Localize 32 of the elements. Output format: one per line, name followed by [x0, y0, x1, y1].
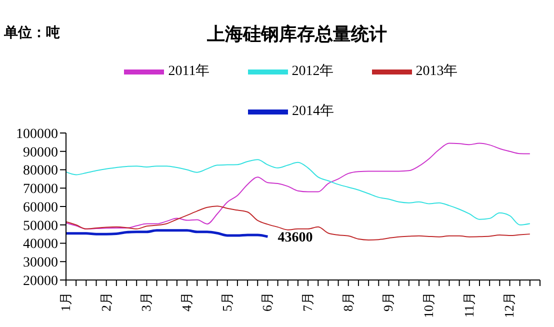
- y-tick-label: 30000: [23, 256, 58, 271]
- y-tick-label: 40000: [23, 237, 58, 252]
- x-tick-label: 6月: [260, 292, 275, 312]
- x-tick-label: 7月: [300, 292, 316, 312]
- y-tick-label: 70000: [23, 182, 58, 198]
- legend-label: 2014年: [292, 104, 334, 120]
- legend-label: 2013年: [416, 64, 458, 80]
- line-series: [66, 206, 530, 240]
- line-series: [66, 142, 530, 230]
- x-tick-label: 1月: [58, 292, 73, 312]
- x-tick-label: 2月: [98, 292, 114, 312]
- y-tick-label: 100000: [16, 126, 58, 142]
- x-tick-label: 10月: [421, 292, 436, 318]
- text: 单位：吨: [4, 24, 60, 42]
- legend-label: 2011年: [168, 64, 210, 80]
- line-series: [66, 159, 530, 226]
- y-tick-label: 90000: [23, 145, 58, 160]
- x-tick-label: 12月: [502, 292, 517, 318]
- x-tick-label: 3月: [138, 292, 154, 312]
- y-tick-label: 50000: [23, 218, 58, 234]
- line-series: [64, 229, 269, 238]
- y-tick-label: 80000: [23, 164, 58, 179]
- y-tick-label: 60000: [23, 200, 58, 216]
- y-tick-label: 20000: [23, 274, 58, 289]
- x-tick-label: 5月: [219, 292, 234, 312]
- x-tick-label: 9月: [380, 292, 396, 312]
- x-tick-label: 11月: [461, 292, 476, 318]
- x-tick-label: 8月: [340, 292, 356, 312]
- legend-label: 2012年: [292, 64, 334, 80]
- chart-title: 上海硅钢库存总量统计: [207, 24, 387, 44]
- data-label: 43600: [278, 230, 313, 246]
- x-tick-label: 4月: [179, 292, 194, 312]
